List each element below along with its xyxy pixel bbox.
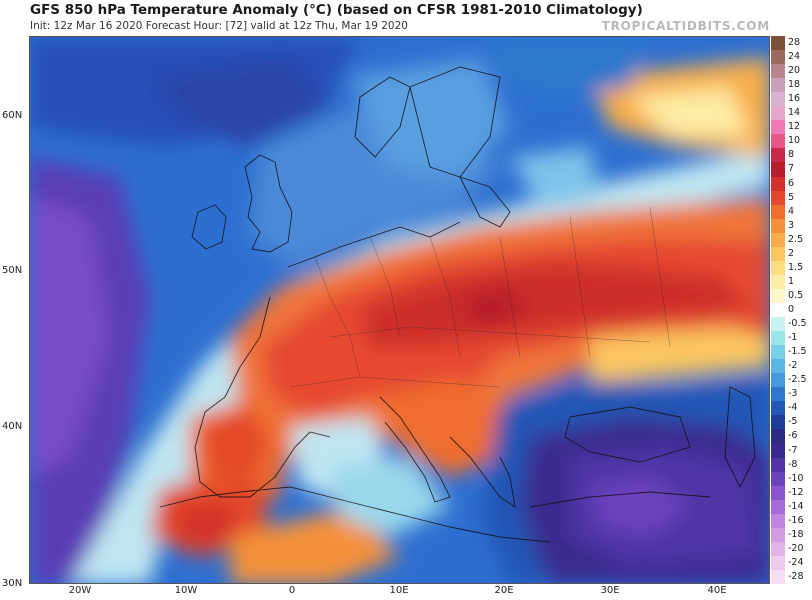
colorbar-label: 8 [788, 149, 795, 161]
colorbar-cell [771, 513, 785, 529]
lon-label-10e: 10E [389, 585, 409, 596]
colorbar-label: -20 [788, 542, 804, 554]
colorbar-label: -24 [788, 556, 804, 568]
colorbar-cell [771, 274, 785, 290]
colorbar-cell [771, 317, 785, 332]
lon-label-20w: 20W [68, 585, 92, 596]
colorbar-cell [771, 485, 785, 501]
colorbar-label: -3 [788, 388, 798, 400]
anomaly-map [29, 36, 770, 584]
colorbar-cell [771, 541, 785, 557]
colorbar-cell [771, 162, 785, 177]
colorbar-cell [771, 106, 785, 121]
colorbar-label: -2 [788, 360, 798, 372]
colorbar-cell [771, 232, 785, 248]
colorbar-cell [771, 148, 785, 163]
colorbar-label: 14 [788, 107, 801, 119]
coastlines [159, 66, 756, 543]
lon-label-30e: 30E [600, 585, 620, 596]
colorbar-label: 12 [788, 121, 801, 133]
colorbar-cell [771, 345, 785, 360]
colorbar-cell [771, 36, 785, 51]
colorbar-cell [771, 527, 785, 543]
colorbar-label: -4 [788, 402, 798, 414]
colorbar-label: -6 [788, 430, 798, 442]
colorbar-label: 20 [788, 65, 801, 77]
header: GFS 850 hPa Temperature Anomaly (°C) (ba… [0, 0, 812, 36]
colorbar-cell [771, 50, 785, 65]
colorbar-label: -5 [788, 416, 798, 428]
colorbar-cell [771, 246, 785, 262]
colorbar-label: 1 [788, 275, 795, 287]
colorbar-label: -7 [788, 444, 798, 456]
lon-label-40e: 40E [707, 585, 727, 596]
colorbar-cell [771, 120, 785, 135]
lat-label-40n: 40N [2, 421, 23, 432]
colorbar-label: 28 [788, 37, 801, 49]
colorbar-label: 2.5 [788, 233, 804, 245]
colorbar-label: -18 [788, 528, 804, 540]
map-title: GFS 850 hPa Temperature Anomaly (°C) (ba… [30, 2, 643, 18]
lon-label-0: 0 [288, 585, 296, 596]
lat-label-60n: 60N [2, 110, 23, 121]
colorbar-label: 10 [788, 135, 801, 147]
colorbar-cell [771, 218, 785, 234]
map-subtitle: Init: 12z Mar 16 2020 Forecast Hour: [72… [30, 20, 408, 32]
colorbar-label: 3 [788, 219, 795, 231]
brand-watermark: TROPICALTIDBITS.COM [601, 19, 770, 33]
colorbar-label: 16 [788, 93, 801, 105]
colorbar: 28 24 20 18 16 14 12 10 8 7 6 5 4 3 2.5 2 1.5 1 0.5 0 -0.5 -1… [770, 36, 812, 585]
colorbar-label: 5 [788, 191, 795, 203]
colorbar-label: -10 [788, 472, 804, 484]
colorbar-cell [771, 92, 785, 107]
colorbar-cell [771, 78, 785, 93]
colorbar-cell [771, 415, 785, 430]
colorbar-label: -1.5 [788, 346, 807, 358]
lat-label-30n: 30N [2, 578, 23, 589]
borders [289, 206, 671, 388]
colorbar-label: 24 [788, 51, 801, 63]
colorbar-label: -0.5 [788, 318, 807, 330]
colorbar-cell [771, 569, 785, 585]
colorbar-cell [771, 457, 785, 473]
colorbar-label: 0.5 [788, 289, 804, 301]
colorbar-cell [771, 443, 785, 459]
colorbar-label: 4 [788, 205, 795, 217]
lon-label-10w: 10W [174, 585, 198, 596]
colorbar-label: -14 [788, 500, 804, 512]
colorbar-cell [771, 204, 785, 220]
colorbar-cell [771, 387, 785, 402]
colorbar-cell [771, 499, 785, 515]
colorbar-label: -16 [788, 514, 804, 526]
colorbar-label: -12 [788, 486, 804, 498]
colorbar-cell [771, 429, 785, 444]
lat-label-50n: 50N [2, 265, 23, 276]
map-canvas [30, 37, 769, 583]
colorbar-cell [771, 373, 785, 388]
colorbar-cell [771, 555, 785, 571]
colorbar-cell [771, 134, 785, 149]
colorbar-label: 18 [788, 79, 801, 91]
colorbar-label: -1 [788, 332, 798, 344]
colorbar-cell [771, 176, 785, 192]
colorbar-cell [771, 302, 785, 318]
colorbar-cell [771, 190, 785, 206]
colorbar-cell [771, 471, 785, 487]
colorbar-label: -2.5 [788, 374, 807, 386]
colorbar-cell [771, 401, 785, 416]
colorbar-label: 1.5 [788, 261, 804, 273]
colorbar-label: 7 [788, 163, 795, 175]
colorbar-label: 2 [788, 247, 795, 259]
lon-label-20e: 20E [494, 585, 514, 596]
colorbar-cell [771, 359, 785, 374]
colorbar-cell [771, 64, 785, 79]
colorbar-cell [771, 331, 785, 346]
colorbar-label: 0 [788, 304, 795, 315]
anomaly-field [30, 37, 769, 583]
colorbar-label: -8 [788, 458, 798, 470]
colorbar-cell [771, 260, 785, 276]
colorbar-label: 6 [788, 177, 795, 189]
colorbar-cell [771, 288, 785, 304]
colorbar-label: -28 [788, 570, 804, 582]
